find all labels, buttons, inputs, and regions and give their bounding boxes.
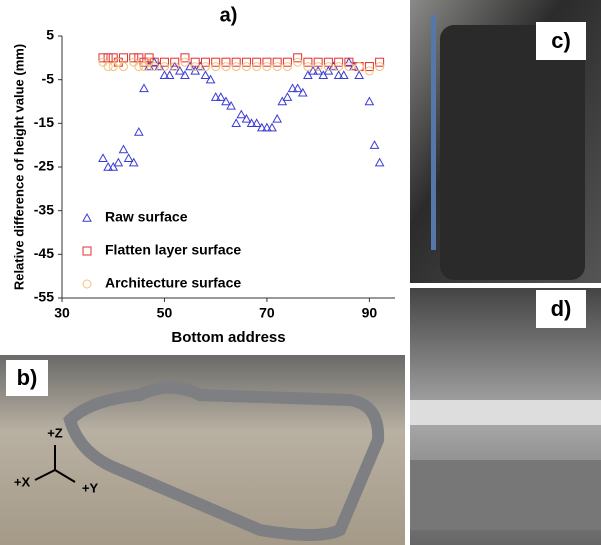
data-point	[319, 71, 327, 78]
y-tick-label: 5	[46, 27, 54, 43]
legend-label: Architecture surface	[105, 275, 241, 291]
data-point	[222, 98, 230, 105]
y-tick-label: -25	[34, 158, 54, 174]
data-point	[176, 67, 184, 74]
data-point	[125, 154, 133, 161]
data-point	[227, 102, 235, 109]
y-tick-label: -55	[34, 289, 54, 305]
legend-marker	[83, 280, 91, 288]
y-tick-label: -15	[34, 114, 54, 130]
panel-label: c)	[551, 28, 571, 53]
data-point	[207, 76, 215, 83]
data-point	[371, 141, 379, 148]
x-tick-label: 90	[362, 305, 378, 321]
x-axis-label: Bottom address	[171, 329, 285, 346]
printed-column	[440, 25, 585, 280]
data-point	[140, 84, 148, 91]
data-point	[278, 98, 286, 105]
panel-label: d)	[551, 296, 572, 321]
data-point	[181, 71, 189, 78]
data-point	[99, 154, 107, 161]
data-point	[242, 115, 250, 122]
layer-band	[410, 460, 601, 530]
data-point	[104, 54, 112, 62]
data-point	[114, 159, 122, 166]
data-point	[237, 111, 245, 118]
data-point	[365, 98, 373, 105]
x-tick-label: 70	[259, 305, 275, 321]
y-axis-label: Relative difference of height value (mm)	[11, 44, 26, 290]
y-tick-label: -5	[42, 70, 55, 86]
legend-label: Flatten layer surface	[105, 242, 241, 258]
layer-band	[410, 400, 601, 425]
panel-label: b)	[17, 365, 38, 390]
data-point	[273, 115, 281, 122]
chart-title: a)	[220, 4, 238, 26]
chart: a) 5 -5 -15 -25 -35 -45 -5530 50 70 90 Bottom addre…	[11, 4, 395, 346]
x-tick-label: 50	[157, 305, 173, 321]
data-point	[355, 71, 363, 78]
figure: c) d) b) +Z +X +Y a) 5 -5 -15 -25 -35 -45 -5530…	[0, 0, 601, 545]
data-point	[299, 89, 307, 96]
data-point	[232, 119, 240, 126]
axis-label: +X	[14, 474, 31, 489]
y-tick-label: -35	[34, 201, 54, 217]
axis-label: +Z	[47, 425, 63, 440]
data-point	[119, 146, 127, 153]
data-point	[135, 128, 143, 135]
x-tick-label: 30	[54, 305, 70, 321]
legend-marker	[83, 214, 91, 221]
legend-label: Raw surface	[105, 209, 188, 225]
data-point	[376, 159, 384, 166]
legend-marker	[83, 247, 91, 255]
data-point	[304, 71, 312, 78]
axis-label: +Y	[82, 480, 99, 495]
ruler	[431, 15, 436, 250]
data-point	[201, 71, 209, 78]
data-point	[283, 93, 291, 100]
y-tick-label: -45	[34, 245, 54, 261]
data-point	[130, 159, 138, 166]
